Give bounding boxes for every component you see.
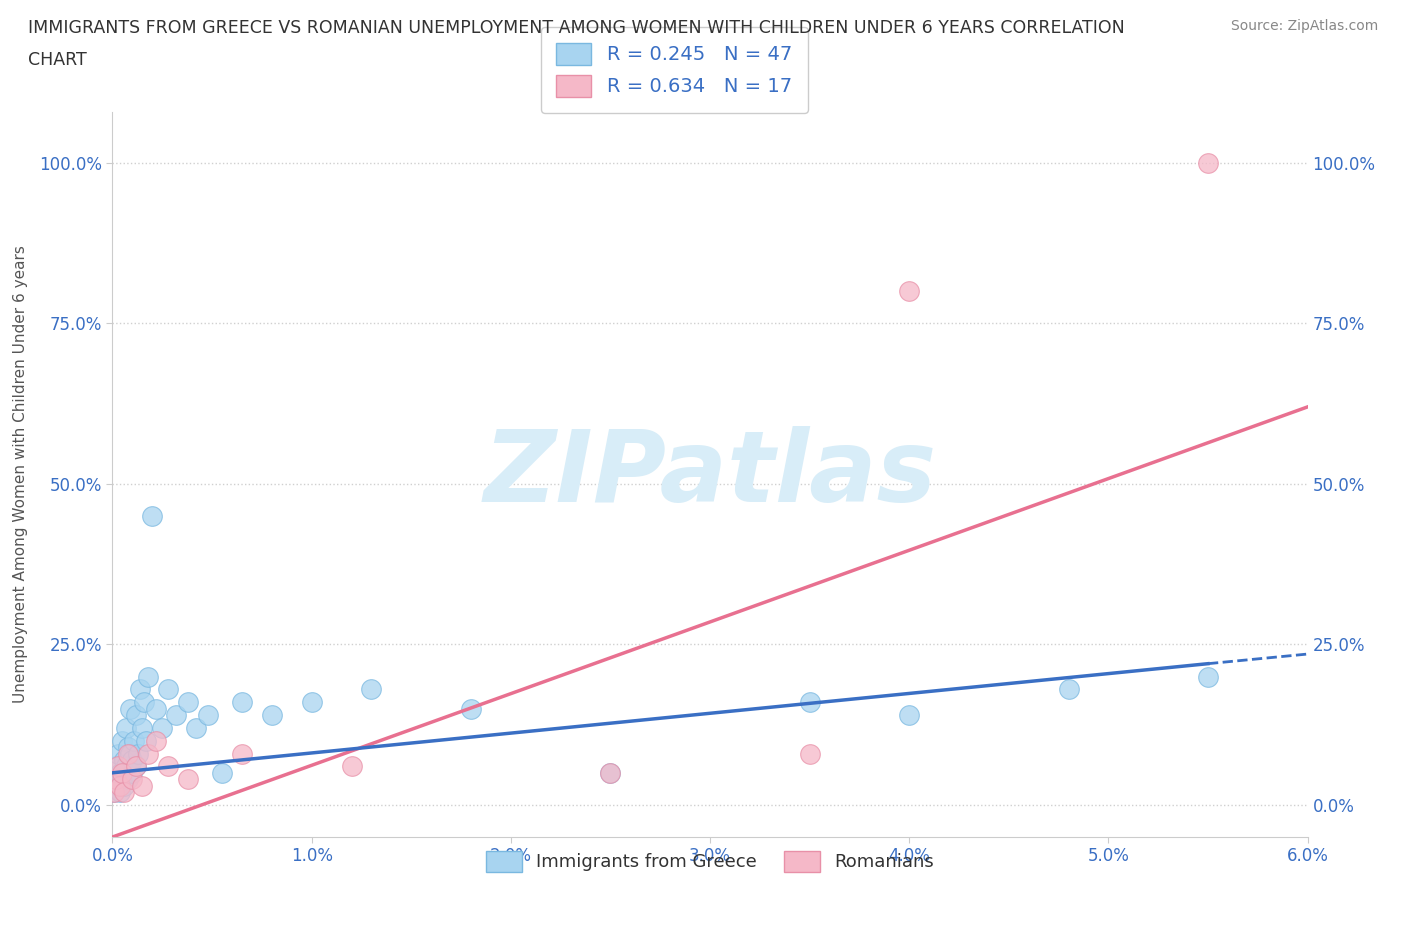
Point [105, 772, 128, 787]
Legend: Immigrants from Greece, Romanians: Immigrants from Greece, Romanians [478, 844, 942, 879]
Point [138, 669, 160, 684]
Point [898, 708, 921, 723]
Point [114, 785, 135, 800]
Point [177, 695, 200, 710]
Text: Source: ZipAtlas.com: Source: ZipAtlas.com [1230, 19, 1378, 33]
Point [121, 772, 143, 787]
Point [138, 746, 160, 761]
Point [145, 701, 167, 716]
Point [105, 759, 128, 774]
Point [124, 733, 146, 748]
Text: CHART: CHART [28, 51, 87, 69]
Point [231, 695, 253, 710]
Point [186, 721, 208, 736]
Point [150, 721, 173, 736]
Point [127, 746, 149, 761]
Point [117, 746, 139, 761]
Point [103, 785, 125, 800]
Point [114, 752, 135, 767]
Point [111, 772, 134, 787]
Point [114, 778, 135, 793]
Point [125, 708, 148, 723]
Point [177, 772, 200, 787]
Point [1057, 682, 1080, 697]
Point [799, 746, 821, 761]
Point [134, 695, 156, 710]
Point [115, 721, 138, 736]
Point [131, 721, 153, 736]
Point [157, 682, 180, 697]
Point [145, 733, 167, 748]
Point [110, 765, 132, 780]
Point [110, 785, 132, 800]
Point [131, 778, 153, 793]
Point [1197, 155, 1219, 170]
Point [211, 765, 233, 780]
Text: IMMIGRANTS FROM GREECE VS ROMANIAN UNEMPLOYMENT AMONG WOMEN WITH CHILDREN UNDER : IMMIGRANTS FROM GREECE VS ROMANIAN UNEMP… [28, 19, 1125, 36]
Point [125, 759, 148, 774]
Point [120, 701, 142, 716]
Point [157, 759, 180, 774]
Y-axis label: Unemployment Among Women with Children Under 6 years: Unemployment Among Women with Children U… [13, 246, 28, 703]
Point [129, 682, 152, 697]
Point [115, 759, 138, 774]
Point [107, 778, 129, 793]
Point [105, 772, 128, 787]
Point [121, 765, 143, 780]
Point [117, 739, 139, 754]
Point [599, 765, 621, 780]
Point [117, 772, 139, 787]
Point [301, 695, 323, 710]
Point [360, 682, 382, 697]
Point [340, 759, 363, 774]
Point [460, 701, 482, 716]
Point [125, 759, 148, 774]
Point [1197, 669, 1219, 684]
Point [111, 765, 134, 780]
Point [898, 284, 921, 299]
Point [110, 778, 132, 793]
Point [165, 708, 187, 723]
Point [141, 509, 163, 524]
Point [120, 746, 142, 761]
Point [121, 752, 143, 767]
Point [107, 746, 129, 761]
Text: ZIPatlas: ZIPatlas [484, 426, 936, 523]
Point [599, 765, 621, 780]
Point [197, 708, 219, 723]
Point [107, 759, 129, 774]
Point [231, 746, 253, 761]
Point [799, 695, 821, 710]
Point [135, 733, 157, 748]
Point [111, 733, 134, 748]
Point [260, 708, 283, 723]
Point [103, 785, 125, 800]
